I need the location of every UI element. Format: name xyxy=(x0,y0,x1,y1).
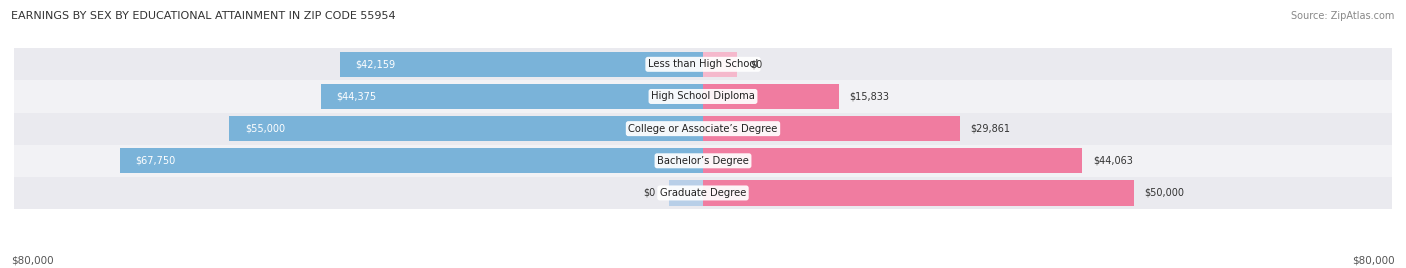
Bar xyxy=(703,52,738,77)
Text: $55,000: $55,000 xyxy=(245,124,285,134)
Text: $67,750: $67,750 xyxy=(135,156,176,166)
Bar xyxy=(703,180,1133,206)
Text: $0: $0 xyxy=(644,188,655,198)
Text: $29,861: $29,861 xyxy=(970,124,1011,134)
Text: High School Diploma: High School Diploma xyxy=(651,91,755,102)
Text: Bachelor’s Degree: Bachelor’s Degree xyxy=(657,156,749,166)
Bar xyxy=(669,180,703,206)
Text: Graduate Degree: Graduate Degree xyxy=(659,188,747,198)
Text: $42,159: $42,159 xyxy=(356,59,395,69)
Bar xyxy=(229,116,703,141)
Bar xyxy=(14,113,1392,145)
Text: $80,000: $80,000 xyxy=(11,255,53,265)
Bar xyxy=(340,52,703,77)
Text: Source: ZipAtlas.com: Source: ZipAtlas.com xyxy=(1291,11,1395,21)
Bar xyxy=(14,145,1392,177)
Bar xyxy=(703,116,960,141)
Text: $80,000: $80,000 xyxy=(1353,255,1395,265)
Text: $0: $0 xyxy=(751,59,762,69)
Bar xyxy=(120,148,703,173)
Text: $44,375: $44,375 xyxy=(336,91,377,102)
Text: $15,833: $15,833 xyxy=(849,91,890,102)
Text: EARNINGS BY SEX BY EDUCATIONAL ATTAINMENT IN ZIP CODE 55954: EARNINGS BY SEX BY EDUCATIONAL ATTAINMEN… xyxy=(11,11,396,21)
Bar xyxy=(14,80,1392,113)
Text: $50,000: $50,000 xyxy=(1144,188,1184,198)
Bar xyxy=(321,84,703,109)
Bar xyxy=(14,48,1392,80)
Bar xyxy=(14,177,1392,209)
Text: $44,063: $44,063 xyxy=(1092,156,1133,166)
Text: College or Associate’s Degree: College or Associate’s Degree xyxy=(628,124,778,134)
Bar xyxy=(703,84,839,109)
Text: Less than High School: Less than High School xyxy=(648,59,758,69)
Bar xyxy=(703,148,1083,173)
